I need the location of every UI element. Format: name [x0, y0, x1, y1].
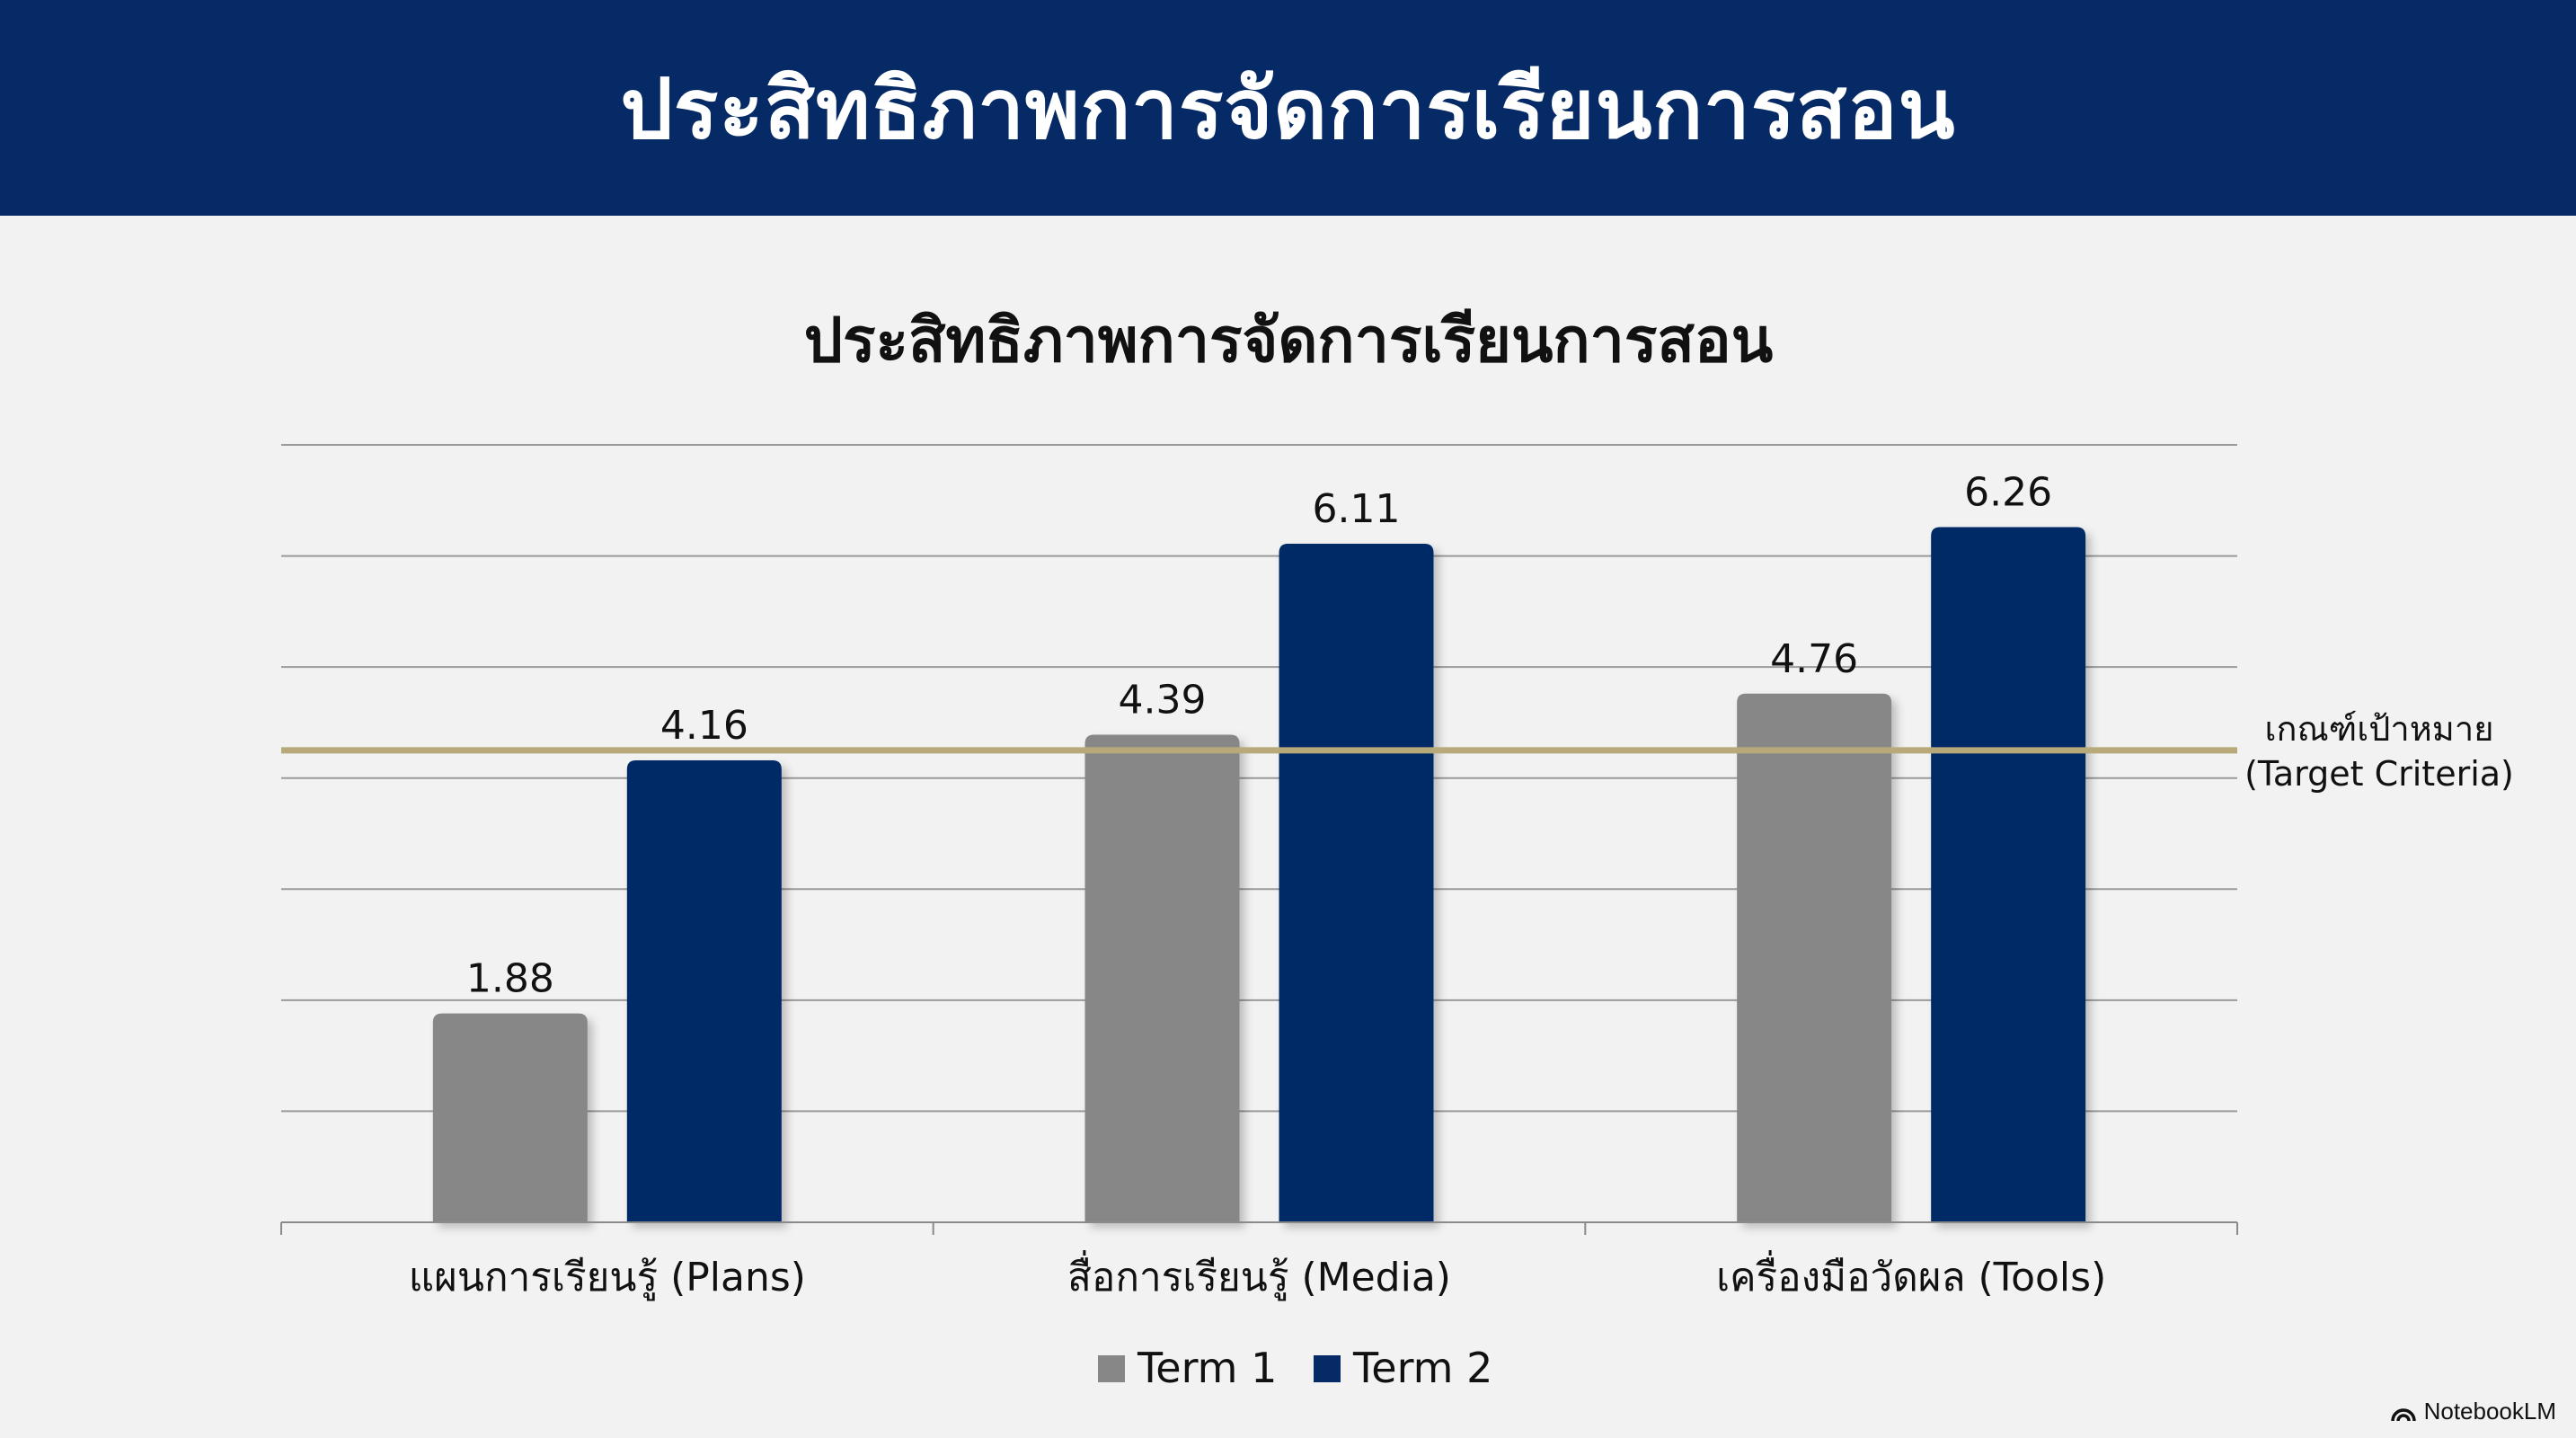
bars — [432, 527, 2086, 1222]
chart-title: ประสิทธิภาพการจัดการเรียนการสอน — [804, 306, 1773, 377]
target-label-line2: (Target Criteria) — [2244, 754, 2514, 794]
bar-term-2-1 — [1279, 543, 1434, 1222]
value-labels: 1.88 4.16 4.39 6.11 4.76 6.26 — [466, 469, 2052, 1001]
bar-term-2-0 — [626, 759, 782, 1222]
notebooklm-brand: NotebookLM — [2390, 1398, 2556, 1425]
bar-term-2-2 — [1931, 527, 2086, 1222]
value-label: 6.26 — [1964, 469, 2052, 515]
bar-term-1-0 — [432, 1013, 588, 1222]
value-label: 6.11 — [1313, 486, 1401, 532]
x-tick-label: เครื่องมือวัดผล (Tools) — [1716, 1249, 2106, 1300]
legend: Term 1 Term 2 — [1098, 1344, 1492, 1392]
x-tick-label: แผนการเรียนรู้ (Plans) — [409, 1255, 806, 1301]
value-label: 4.39 — [1119, 678, 1207, 723]
brand-label: NotebookLM — [2423, 1398, 2556, 1425]
legend-label: Term 2 — [1352, 1344, 1492, 1392]
header-bar: ประสิทธิภาพการจัดการเรียนการสอน — [0, 0, 2576, 216]
x-axis: แผนการเรียนรู้ (Plans) สื่อการเรียนรู้ (M… — [280, 1221, 2238, 1301]
target-label-line1: เกณฑ์เป้าหมาย — [2265, 709, 2494, 749]
legend-label: Term 1 — [1137, 1344, 1277, 1392]
target-label: เกณฑ์เป้าหมาย (Target Criteria) — [2244, 709, 2514, 794]
legend-swatch-term-1 — [1098, 1355, 1125, 1382]
bar-term-1-1 — [1084, 734, 1240, 1222]
bar-term-1-2 — [1737, 693, 1892, 1222]
value-label: 1.88 — [466, 956, 554, 1002]
value-label: 4.16 — [660, 703, 748, 749]
gridlines — [281, 444, 2237, 1113]
legend-swatch-term-2 — [1314, 1355, 1341, 1382]
page-title: ประสิทธิภาพการจัดการเรียนการสอน — [620, 60, 1956, 157]
value-label: 4.76 — [1770, 636, 1858, 682]
x-tick-label: สื่อการเรียนรู้ (Media) — [1067, 1249, 1451, 1301]
notebooklm-logo-icon — [2390, 1407, 2416, 1421]
